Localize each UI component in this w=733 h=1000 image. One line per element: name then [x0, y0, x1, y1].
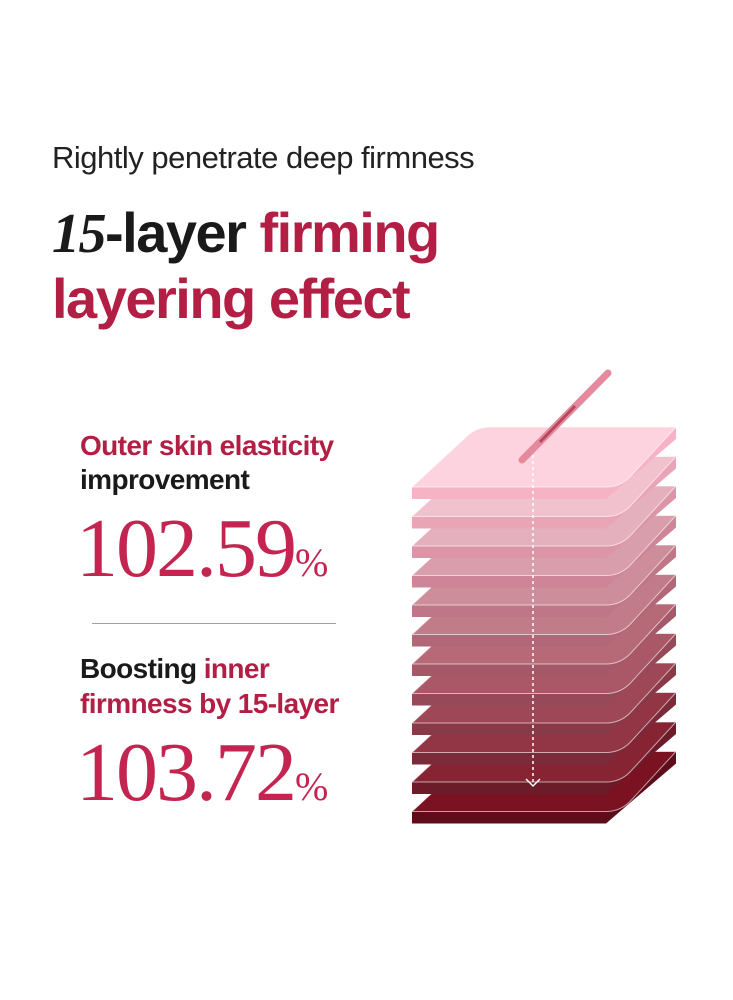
stat-unit: % [295, 540, 329, 585]
arrow-head [525, 778, 541, 788]
layer-side [412, 722, 676, 794]
layer-side [412, 427, 676, 499]
title-text: -layer [105, 201, 247, 264]
stat-unit: % [295, 764, 329, 809]
divider [92, 623, 336, 624]
stat-label: Boosting inner [80, 653, 270, 685]
subtitle: Rightly penetrate deep firmness [52, 140, 475, 175]
layer-side [412, 515, 676, 588]
layer-top [410, 426, 678, 488]
stat-number: 103.72 [76, 726, 297, 819]
layer-side [412, 692, 676, 765]
stat-label: firmness by 15-layer [80, 688, 339, 719]
stat-value: 103.72% [76, 724, 328, 821]
title-number: 15 [52, 203, 107, 265]
stat-label: Outer skin elasticity [80, 430, 334, 461]
layer-side [412, 751, 676, 824]
layer-side [412, 486, 676, 558]
stat-number: 102.59 [76, 502, 297, 595]
layer-side [412, 456, 676, 529]
stat-label: improvement [80, 464, 250, 495]
layer-side [412, 604, 676, 676]
layer-side [412, 574, 676, 647]
stat-value: 102.59% [76, 500, 328, 597]
stat-label-text: inner [203, 653, 270, 684]
layer-side [412, 633, 676, 706]
title-line-1: 15-layer firming [52, 200, 441, 266]
title-line-2: layering effect [52, 267, 411, 330]
title-text: firming [259, 201, 441, 264]
applicator-detail [538, 404, 577, 444]
layer-side [412, 663, 676, 735]
layer-side [412, 545, 676, 617]
stat-label-text: Boosting [80, 653, 197, 684]
